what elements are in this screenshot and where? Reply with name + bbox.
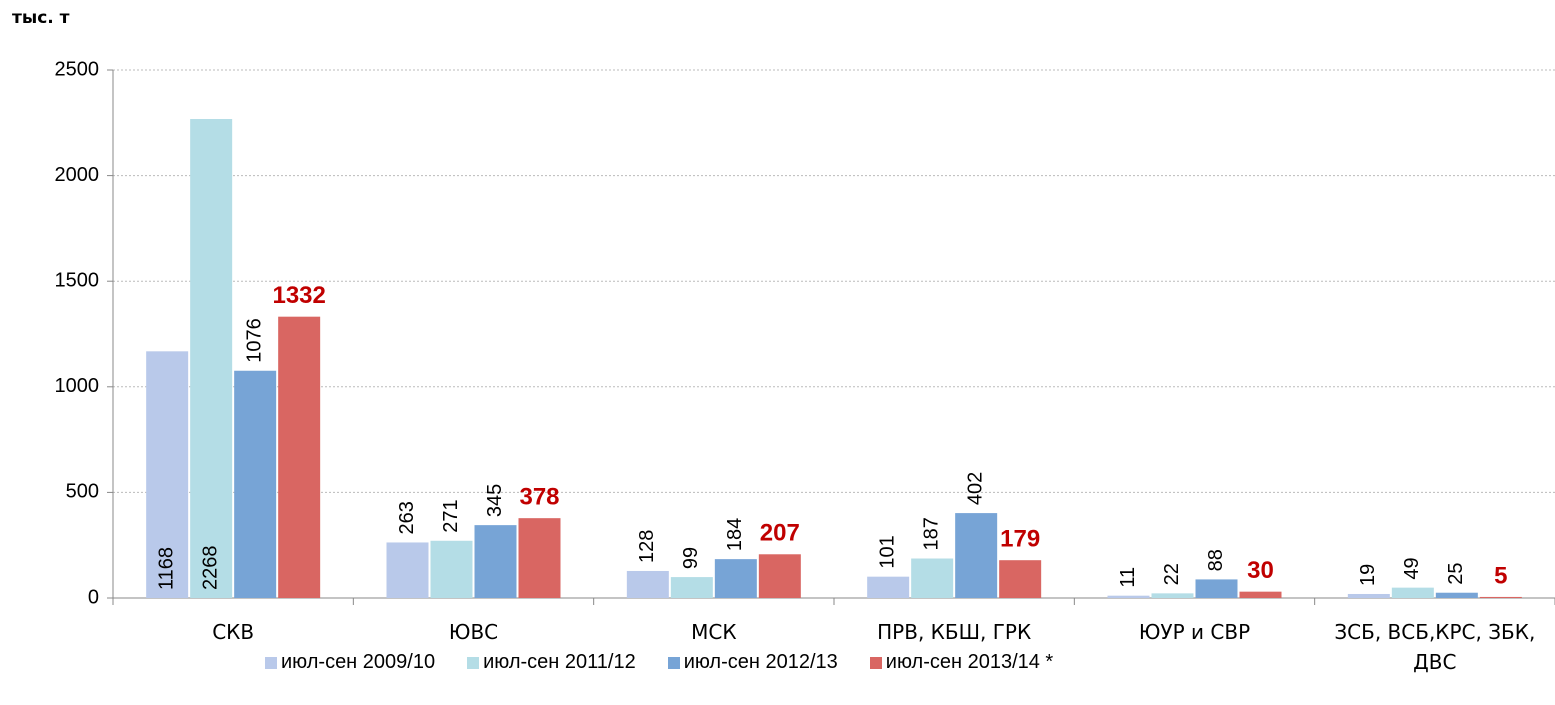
bar: [955, 513, 998, 598]
data-label: 402: [964, 472, 986, 505]
bar: [234, 370, 277, 598]
bar: [1107, 595, 1150, 598]
bar: [1151, 593, 1194, 598]
bar: [1391, 587, 1434, 598]
bar: [430, 540, 473, 598]
bar: [386, 542, 429, 598]
legend-swatch: [467, 656, 480, 669]
data-label: 128: [636, 530, 658, 563]
x-tick-label: ЮУР и СВР: [1138, 620, 1251, 644]
y-tick-label: 2000: [55, 164, 100, 186]
bar: [670, 577, 713, 598]
legend-item: июл-сен 2009/10: [265, 651, 435, 674]
data-label: 11: [1117, 567, 1139, 588]
legend-label: июл-сен 2011/12: [483, 651, 636, 673]
bar: [911, 558, 954, 598]
bar: [1479, 596, 1522, 598]
data-label: 22: [1161, 563, 1183, 585]
bar: [626, 570, 669, 598]
legend-label: июл-сен 2009/10: [281, 651, 436, 673]
x-tick-label: ЮВС: [448, 620, 499, 644]
data-label: 88: [1205, 549, 1227, 571]
y-tick-label: 1500: [55, 269, 100, 291]
bar: [278, 316, 321, 598]
data-label: 49: [1401, 557, 1423, 579]
data-label: 207: [760, 520, 800, 547]
y-tick-label: 0: [88, 586, 99, 608]
y-tick-label: 500: [66, 481, 99, 503]
data-label: 5: [1494, 562, 1507, 589]
data-label: 378: [519, 484, 559, 511]
data-label: 263: [396, 501, 418, 534]
bar: [518, 518, 561, 598]
bar: [867, 576, 910, 598]
legend-label: июл-сен 2013/14 *: [885, 651, 1054, 673]
data-label: 25: [1445, 562, 1467, 584]
bar: [714, 559, 757, 598]
legend-label: июл-сен 2012/13: [683, 651, 838, 673]
legend-item: июл-сен 2012/13: [667, 651, 838, 674]
legend: июл-сен 2009/10 июл-сен 2011/12 июл-сен 20…: [265, 651, 1053, 674]
data-label: 101: [876, 535, 898, 568]
bar: [1435, 592, 1478, 598]
data-label: 184: [724, 518, 746, 551]
x-tick-label: ПРВ, КБШ, ГРК: [877, 620, 1032, 644]
bar: [1239, 591, 1282, 598]
bar: [190, 118, 233, 598]
data-label: 345: [484, 484, 506, 517]
bar: [1195, 579, 1238, 598]
data-label: 179: [1000, 526, 1040, 553]
bar: [999, 560, 1042, 598]
legend-swatch: [869, 656, 882, 669]
data-label: 271: [440, 499, 462, 532]
data-label: 1076: [243, 318, 265, 363]
data-label: 1332: [272, 282, 325, 309]
bar: [146, 351, 189, 598]
data-label: 2268: [199, 546, 221, 591]
data-label: 187: [920, 517, 942, 550]
bar: [474, 525, 517, 598]
legend-item: июл-сен 2011/12: [467, 651, 636, 674]
legend-item: июл-сен 2013/14 *: [869, 651, 1054, 674]
bar: [758, 554, 801, 598]
x-tick-label: МСК: [691, 620, 737, 644]
y-tick-label: 2500: [55, 58, 100, 80]
data-label: 99: [680, 547, 702, 569]
x-tick-label: ЗСБ, ВСБ,КРС, ЗБК, ДВС: [1334, 620, 1536, 674]
bar: [1347, 593, 1390, 598]
data-label: 1168: [155, 547, 177, 590]
legend-swatch: [265, 656, 277, 669]
x-tick-label: СКВ: [212, 620, 255, 644]
y-axis-label: тыс. т: [12, 8, 70, 28]
legend-swatch: [667, 656, 680, 669]
y-tick-label: 1000: [55, 375, 100, 397]
data-label: 30: [1247, 557, 1274, 584]
data-label: 19: [1357, 564, 1379, 586]
